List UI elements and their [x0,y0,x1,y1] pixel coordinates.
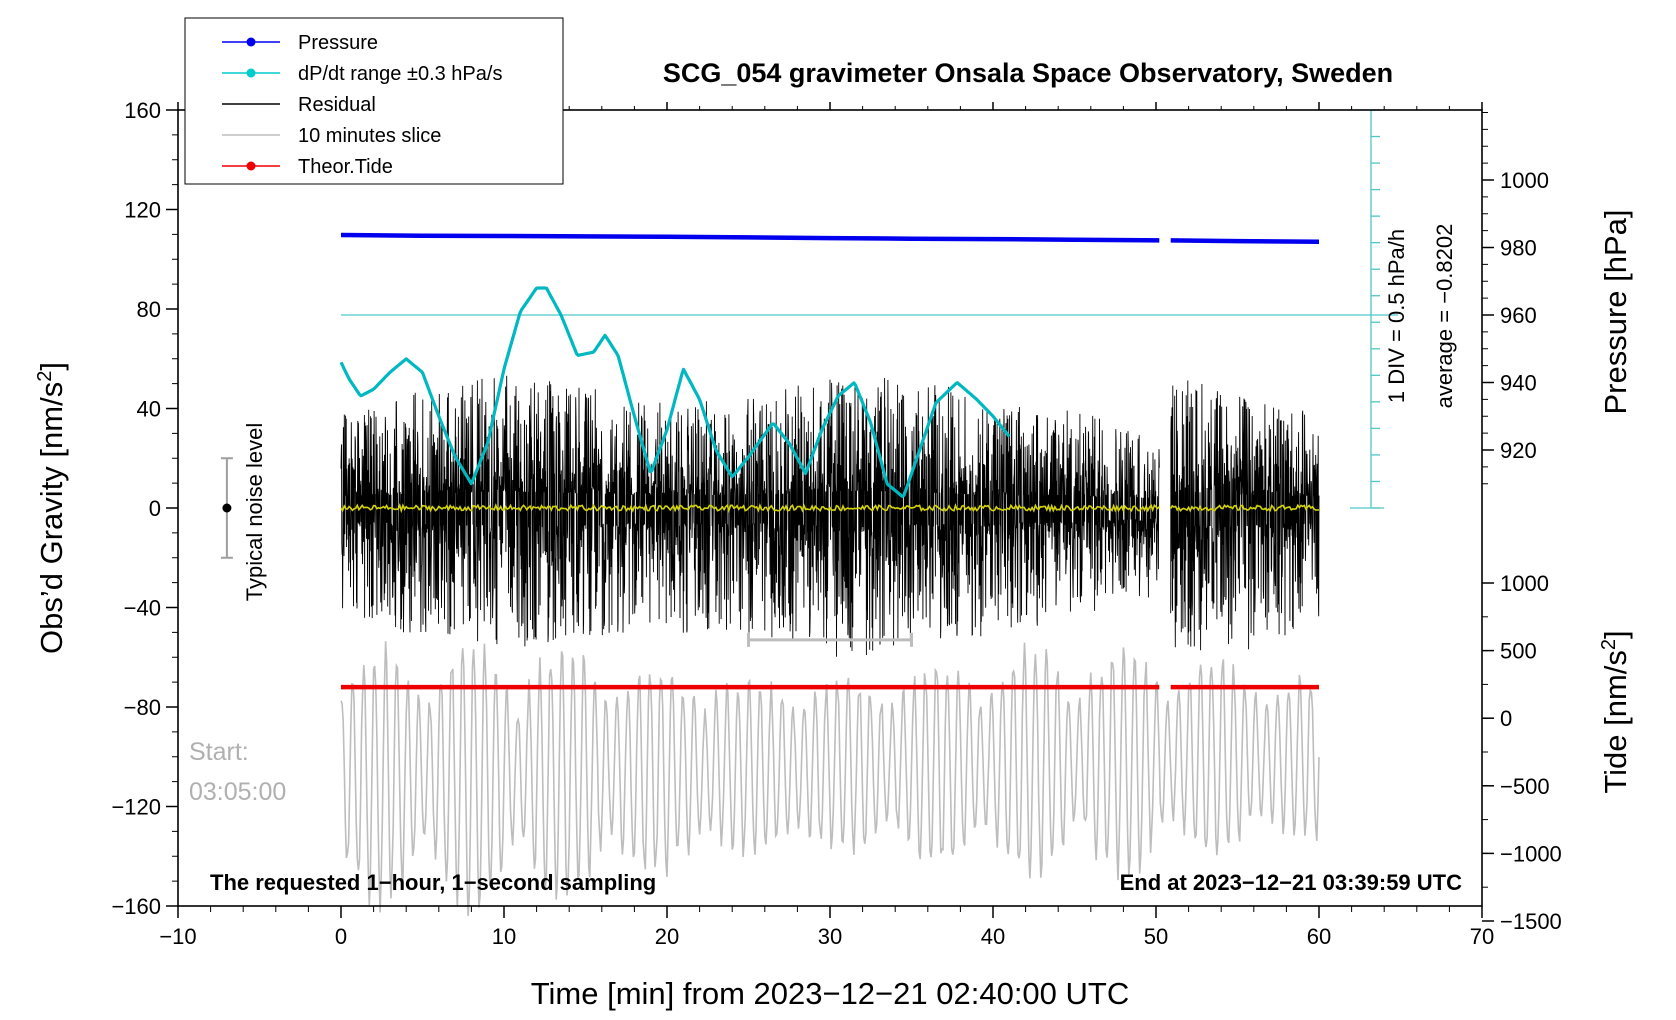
y-axis-label-gravity-sup: 2 [34,371,56,382]
legend-entry-label: dP/dt range ±0.3 hPa/s [298,63,502,85]
y-tick-label: 40 [137,397,161,422]
x-tick-label: −10 [159,924,196,949]
y-tick-label: 120 [124,198,161,223]
pressure-line-segment-1 [340,232,1160,243]
pressure-tick-label: 920 [1500,438,1537,463]
scale-annotation: 1 DIV = 0.5 hPa/h average = −0.8202 [1384,224,1457,409]
y-axis-label-tide-main: Tide [nm/s [1598,650,1633,794]
y-tick-label: 160 [124,98,161,123]
y-tick-label: 0 [149,496,161,521]
tick-layer: −10 0 10 20 30 40 50 60 70 160 120 80 40 0 −40 −80 −120 −… [111,98,1561,949]
x-tick-label: 60 [1307,924,1331,949]
x-tick-label: 40 [981,924,1005,949]
legend-swatch-dot [246,37,256,47]
y-axis-label-tide-close: ] [1598,630,1633,639]
x-tick-label: 30 [818,924,842,949]
legend-entry-label: 10 minutes slice [298,125,441,147]
pressure-tick-label: 1000 [1500,168,1549,193]
tide-tick-label: 0 [1500,706,1512,731]
data-layer [220,109,1398,917]
dpdt-line [339,286,1011,498]
x-tick-label: 20 [655,924,679,949]
x-tick-label: 50 [1144,924,1168,949]
legend-swatch-dot [246,68,256,78]
legend-entry-label: Residual [298,94,376,116]
y-tick-label: −160 [111,894,161,919]
residual-mean-line [340,502,1320,514]
noise-level-dot [222,503,232,513]
pressure-line-segment-2 [1170,238,1320,245]
pressure-tick-label: 940 [1500,371,1537,396]
chart-title: SCG_054 gravimeter Onsala Space Observat… [663,58,1393,88]
y-axis-label-tide-sup: 2 [1598,639,1620,650]
start-label-line2: 03:05:00 [189,778,286,806]
footer-right-note: End at 2023−12−21 03:39:59 UTC [1120,870,1463,895]
legend-swatch-dot [246,161,256,171]
legend-box [184,17,564,185]
y-axis-label-pressure: Pressure [hPa] [1598,209,1633,414]
residual-line [340,375,1320,657]
y-axis-label-gravity-main: Obs’d Gravity [nm/s [34,382,69,654]
x-tick-label: 70 [1470,924,1494,949]
x-tick-label: 10 [492,924,516,949]
y-axis-label-gravity-close: ] [34,362,69,371]
noise-level-label: Typical noise level [242,423,267,602]
y-axis-label-gravity: Obs’d Gravity [nm/s2] [34,362,69,654]
legend: Pressure dP/dt range ±0.3 hPa/s Residual 10… [184,17,564,185]
y-tick-label: −80 [124,695,161,720]
y-tick-label: 80 [137,297,161,322]
tide-tick-label: −1500 [1500,909,1562,934]
ten-minute-slice-line [340,641,1320,917]
tide-tick-label: 500 [1500,639,1537,664]
y-tick-label: −120 [111,795,161,820]
tide-tick-label: −1000 [1500,841,1562,866]
scale-annotation-line1: 1 DIV = 0.5 hPa/h [1384,229,1409,403]
x-tick-label: 0 [335,924,347,949]
footer-left-note: The requested 1−hour, 1−second sampling [210,870,656,895]
pressure-tick-label: 960 [1500,303,1537,328]
tide-tick-label: 1000 [1500,571,1549,596]
legend-entry-label: Pressure [298,32,378,54]
pressure-tick-label: 980 [1500,236,1537,261]
y-tick-label: −40 [124,596,161,621]
y-axis-label-tide: Tide [nm/s2] [1598,630,1633,793]
tide-tick-label: −500 [1500,774,1550,799]
legend-entry-label: Theor.Tide [298,156,393,178]
x-axis-label: Time [min] from 2023−12−21 02:40:00 UTC [531,976,1130,1011]
scale-annotation-line2: average = −0.8202 [1432,224,1457,409]
start-label-line1: Start: [189,738,249,766]
